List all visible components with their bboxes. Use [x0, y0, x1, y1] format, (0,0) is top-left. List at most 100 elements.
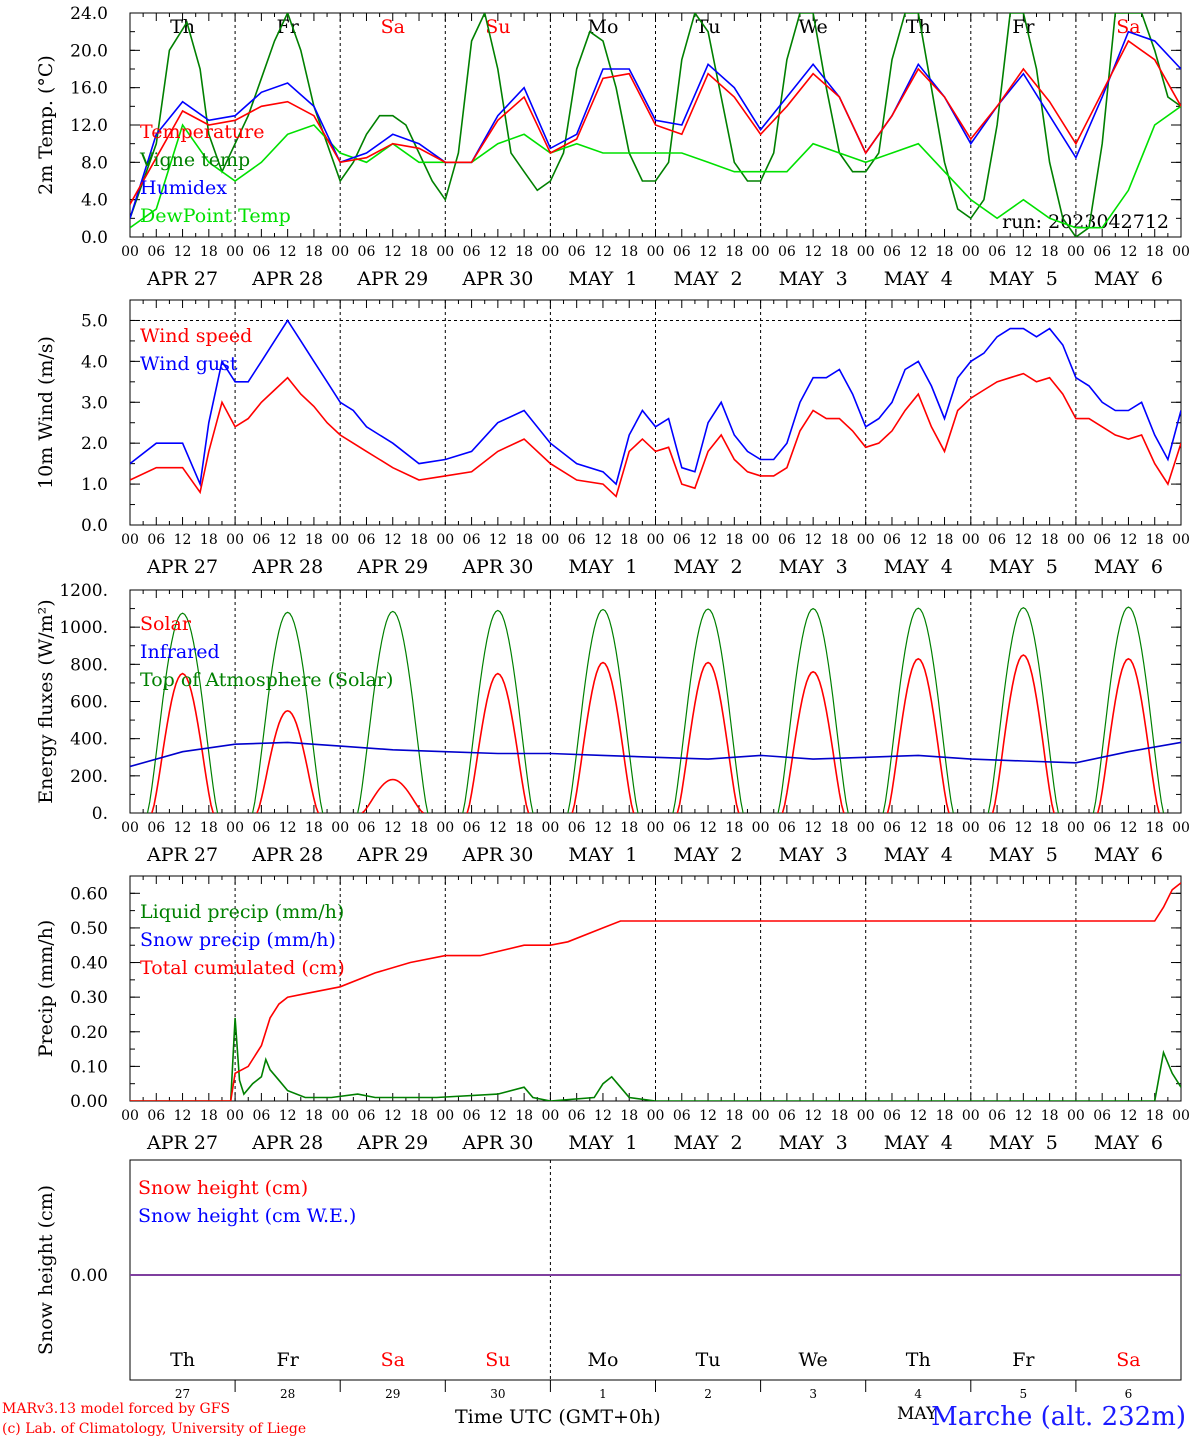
- legend-entry: Wind gust: [140, 353, 238, 375]
- hour-tick-label: 18: [515, 244, 533, 260]
- day-label: APR 30: [461, 268, 533, 290]
- hour-tick-label: 00: [647, 532, 665, 548]
- hour-tick-label: 06: [778, 820, 796, 836]
- hour-tick-label: 18: [1146, 820, 1164, 836]
- legend-entry: Vigne temp: [139, 149, 250, 171]
- hour-tick-label: 12: [384, 532, 402, 548]
- y-tick-label: 24.0: [70, 4, 108, 24]
- hour-tick-label: 06: [988, 244, 1006, 260]
- y-tick-label: 0.00: [70, 1092, 108, 1112]
- hour-tick-label: 00: [1067, 1108, 1085, 1124]
- day-label: MAY 5: [989, 1132, 1058, 1154]
- y-tick-label: 0.30: [70, 988, 108, 1008]
- series-liquid-precip-mm-h: [130, 1017, 1181, 1101]
- hour-tick-label: 06: [463, 820, 481, 836]
- hour-tick-label: 06: [1093, 532, 1111, 548]
- y-axis-label: 2m Temp. (°C): [35, 55, 57, 195]
- hour-tick-label: 06: [252, 820, 270, 836]
- hour-tick-label: 18: [1041, 1108, 1059, 1124]
- series-humidex: [130, 30, 1181, 219]
- hour-tick-label: 00: [962, 1108, 980, 1124]
- hour-tick-label: 00: [331, 820, 349, 836]
- hour-tick-label: 00: [121, 1108, 139, 1124]
- snow-panel-month-label: MAY: [897, 1404, 938, 1424]
- run-annotation: run: 2023042712: [1002, 211, 1169, 233]
- hour-tick-label: 06: [1093, 820, 1111, 836]
- weekday-label: We: [799, 16, 828, 38]
- day-label: APR 30: [461, 1132, 533, 1154]
- hour-tick-label: 06: [883, 1108, 901, 1124]
- hour-tick-label: 12: [909, 820, 927, 836]
- hour-tick-label: 00: [1172, 244, 1190, 260]
- y-tick-label: 0.10: [70, 1057, 108, 1077]
- hour-tick-label: 00: [752, 1108, 770, 1124]
- hour-tick-label: 06: [463, 1108, 481, 1124]
- day-number-label: 2: [704, 1387, 712, 1401]
- hour-tick-label: 06: [252, 1108, 270, 1124]
- hour-tick-label: 06: [673, 244, 691, 260]
- hour-tick-label: 06: [673, 820, 691, 836]
- solar-day-3: [361, 778, 424, 813]
- hour-tick-label: 18: [725, 532, 743, 548]
- x-axis-title: Time UTC (GMT+0h): [455, 1406, 661, 1428]
- hour-tick-label: 06: [988, 532, 1006, 548]
- day-label: MAY 5: [989, 268, 1058, 290]
- credit-line-2: (c) Lab. of Climatology, University of L…: [2, 1421, 307, 1437]
- hour-tick-label: 06: [147, 532, 165, 548]
- weekday-label: Sa: [381, 1349, 405, 1371]
- hour-tick-label: 00: [1067, 820, 1085, 836]
- hour-tick-label: 18: [936, 244, 954, 260]
- legend-entry: Snow height (cm): [138, 1177, 308, 1199]
- toa-solar-day-2: [252, 611, 324, 813]
- hour-tick-label: 12: [174, 1108, 192, 1124]
- toa-solar-day-10: [1092, 606, 1165, 813]
- hour-tick-label: 18: [725, 820, 743, 836]
- hour-tick-label: 00: [226, 820, 244, 836]
- hour-tick-label: 12: [1120, 532, 1138, 548]
- y-tick-label: 0.50: [70, 919, 108, 939]
- weekday-label: Th: [170, 1349, 195, 1371]
- hour-tick-label: 18: [1146, 532, 1164, 548]
- solar-day-4: [466, 672, 530, 813]
- panel-4: 00 06 12 18 00 06 12 18 00 06 12 18 00 06 12 18 00 06 12 18…: [35, 875, 1190, 1154]
- weekday-label: Tu: [696, 1349, 721, 1371]
- y-tick-label: 0.00: [70, 1266, 108, 1286]
- toa-solar-day-7: [777, 607, 849, 813]
- hour-tick-label: 12: [1120, 820, 1138, 836]
- toa-solar-day-5: [567, 608, 639, 813]
- hour-tick-label: 12: [804, 532, 822, 548]
- series-temperature: [130, 39, 1181, 205]
- hour-tick-label: 12: [699, 1108, 717, 1124]
- toa-solar-day-4: [462, 609, 534, 813]
- day-label: APR 30: [461, 556, 533, 578]
- weekday-label: Mo: [587, 16, 618, 38]
- hour-tick-label: 06: [463, 244, 481, 260]
- hour-tick-label: 00: [1172, 532, 1190, 548]
- solar-day-9: [991, 654, 1055, 813]
- hour-tick-label: 00: [436, 820, 454, 836]
- hour-tick-label: 12: [279, 532, 297, 548]
- day-label: APR 29: [356, 844, 428, 866]
- hour-tick-label: 18: [1146, 1108, 1164, 1124]
- hour-tick-label: 00: [226, 1108, 244, 1124]
- y-tick-label: 4.0: [81, 352, 108, 372]
- hour-tick-label: 00: [962, 532, 980, 548]
- day-number-label: 28: [280, 1387, 295, 1401]
- day-label: MAY 3: [779, 844, 848, 866]
- hour-tick-label: 06: [883, 244, 901, 260]
- weekday-label: Sa: [1116, 1349, 1140, 1371]
- hour-tick-label: 00: [436, 1108, 454, 1124]
- legend-entry: Temperature: [140, 121, 264, 143]
- hour-tick-label: 12: [279, 1108, 297, 1124]
- legend-entry: Top of Atmosphere (Solar): [140, 669, 393, 691]
- hour-tick-label: 12: [489, 1108, 507, 1124]
- hour-tick-label: 18: [410, 820, 428, 836]
- y-tick-label: 20.0: [70, 41, 108, 61]
- series-dewpoint-temp: [130, 105, 1181, 229]
- toa-solar-day-1: [146, 612, 219, 813]
- hour-tick-label: 18: [410, 244, 428, 260]
- day-label: MAY 1: [568, 268, 637, 290]
- hour-tick-label: 18: [305, 1108, 323, 1124]
- hour-tick-label: 00: [752, 532, 770, 548]
- hour-tick-label: 00: [647, 1108, 665, 1124]
